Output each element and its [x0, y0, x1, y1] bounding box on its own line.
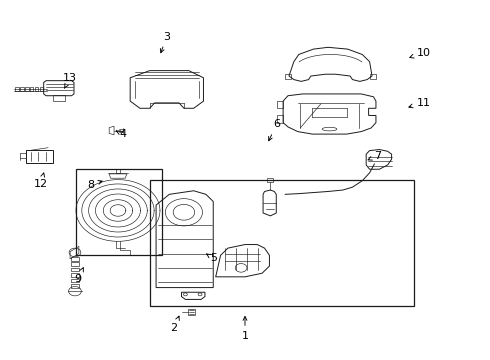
Text: 11: 11 [409, 98, 430, 108]
Text: 13: 13 [63, 73, 77, 88]
Text: 8: 8 [88, 180, 102, 190]
Text: 3: 3 [160, 32, 171, 53]
Text: 6: 6 [269, 120, 280, 141]
Text: 7: 7 [368, 150, 381, 161]
Text: 5: 5 [207, 253, 217, 263]
Text: 4: 4 [116, 129, 126, 139]
Text: 2: 2 [171, 316, 179, 333]
Text: 9: 9 [74, 268, 83, 284]
Text: 1: 1 [242, 316, 248, 341]
Text: 10: 10 [410, 48, 430, 58]
Text: 12: 12 [34, 173, 48, 189]
